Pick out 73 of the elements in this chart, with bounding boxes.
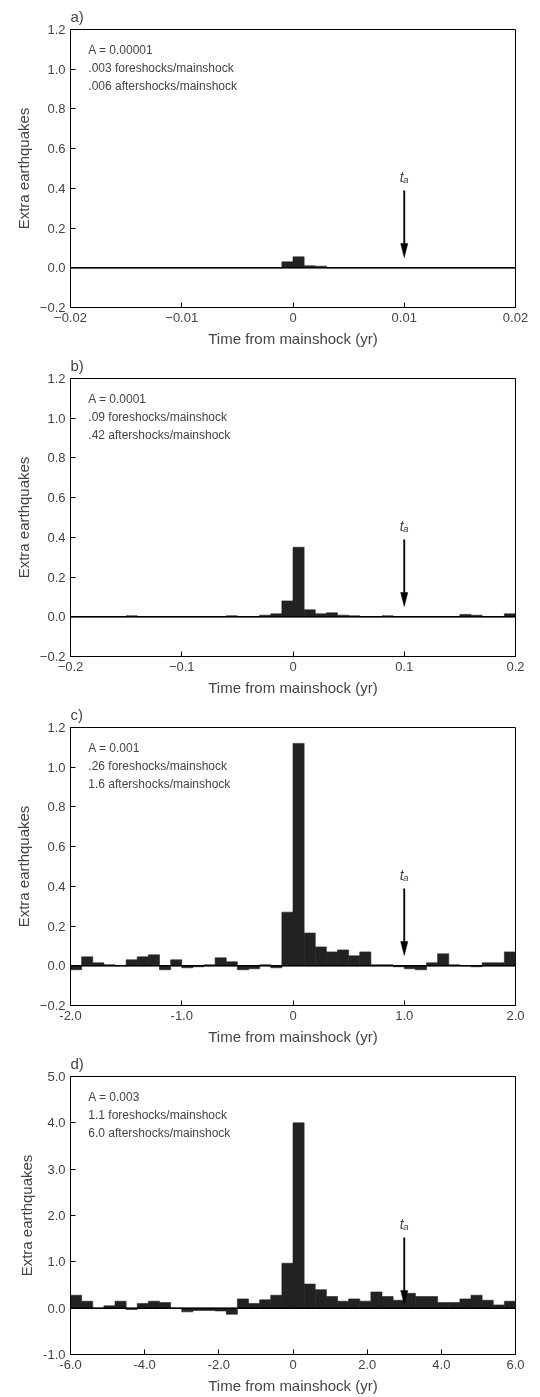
y-tick-label: 0.6 [47,839,66,855]
y-tick-label: 0.6 [47,490,66,506]
y-tick-label: 0.2 [47,918,66,934]
y-tick-label: 0.0 [47,1300,66,1316]
x-axis-title: Time from mainshock (yr) [208,1027,378,1045]
y-tick-label: 0.4 [47,180,66,196]
x-tick-label: −0.1 [168,658,195,674]
x-tick-label: 0 [289,1007,297,1023]
x-tick-label: 2.0 [506,1007,525,1023]
chart-title: a) [70,7,84,25]
y-tick-label: 1.2 [47,22,66,37]
y-tick-label: 0.0 [47,958,66,974]
annotation: .09 foreshocks/mainshock [88,410,229,425]
annotation: 1.1 foreshocks/mainshock [88,1108,229,1123]
y-tick-label: 0.8 [47,799,66,815]
annotation: A = 0.003 [88,1090,140,1105]
y-tick-label: 0.8 [47,101,66,117]
ref-line-label: tₐ [399,169,409,186]
x-tick-label: 2.0 [358,1356,377,1372]
annotation: A = 0.00001 [88,43,154,58]
y-axis-title: Extra earthquakes [14,107,32,230]
x-axis-title: Time from mainshock (yr) [208,1376,378,1394]
x-tick-label: 0.1 [395,658,414,674]
x-tick-label: 4.0 [432,1356,451,1372]
annotation: .006 aftershocks/mainshock [88,79,239,94]
ref-line-label: tₐ [399,1216,409,1233]
y-tick-label: 0.2 [47,569,66,585]
ref-line-label: tₐ [399,867,409,884]
chart-title: d) [70,1054,84,1072]
annotation: .42 aftershocks/mainshock [88,428,232,443]
y-tick-label: 0.8 [47,450,66,466]
annotation: A = 0.001 [88,741,140,756]
x-tick-label: 1.0 [395,1007,414,1023]
x-tick-label: -2.0 [207,1356,231,1372]
x-tick-label: −0.01 [165,309,199,325]
y-tick-label: 1.2 [47,720,66,735]
y-tick-label: 1.0 [47,759,66,775]
y-tick-label: 4.0 [47,1115,66,1131]
x-tick-label: -4.0 [133,1356,156,1372]
annotation: .003 foreshocks/mainshock [88,61,235,76]
x-tick-label: 0.2 [506,658,525,674]
y-tick-label: 3.0 [47,1161,66,1177]
y-axis-title: Extra earthquakes [18,1154,36,1277]
y-tick-label: 5.0 [47,1069,66,1084]
y-tick-label: 1.2 [47,371,66,386]
x-axis-title: Time from mainshock (yr) [208,329,378,347]
y-tick-label: 0.2 [47,220,66,236]
x-tick-label: 0.01 [391,309,417,325]
x-tick-label: 0.02 [502,309,529,325]
x-tick-label: 0 [289,309,297,325]
y-tick-label: 2.0 [47,1208,66,1223]
chart-title: c) [70,705,83,723]
x-tick-label: 6.0 [506,1356,525,1372]
y-tick-label: 1.0 [47,61,66,77]
annotation: A = 0.0001 [88,392,147,407]
annotation: 6.0 aftershocks/mainshock [88,1126,232,1141]
y-tick-label: 1.0 [47,1254,66,1270]
y-tick-label: 0.4 [47,878,66,894]
y-axis-title: Extra earthquakes [14,456,32,579]
annotation: 1.6 aftershocks/mainshock [88,777,232,792]
x-axis-title: Time from mainshock (yr) [208,678,378,696]
annotation: .26 foreshocks/mainshock [88,759,229,774]
x-tick-label: 0 [289,1356,297,1372]
chart-title: b) [70,356,84,374]
y-tick-label: 0.6 [47,141,66,157]
x-tick-label: 0 [289,658,297,674]
y-tick-label: 1.0 [47,410,66,426]
y-tick-label: 0.0 [47,260,66,276]
x-tick-label: -1.0 [170,1007,193,1023]
y-axis-title: Extra earthquakes [14,805,32,928]
y-tick-label: 0.0 [47,609,66,625]
ref-line-label: tₐ [399,518,409,535]
y-tick-label: 0.4 [47,529,66,545]
